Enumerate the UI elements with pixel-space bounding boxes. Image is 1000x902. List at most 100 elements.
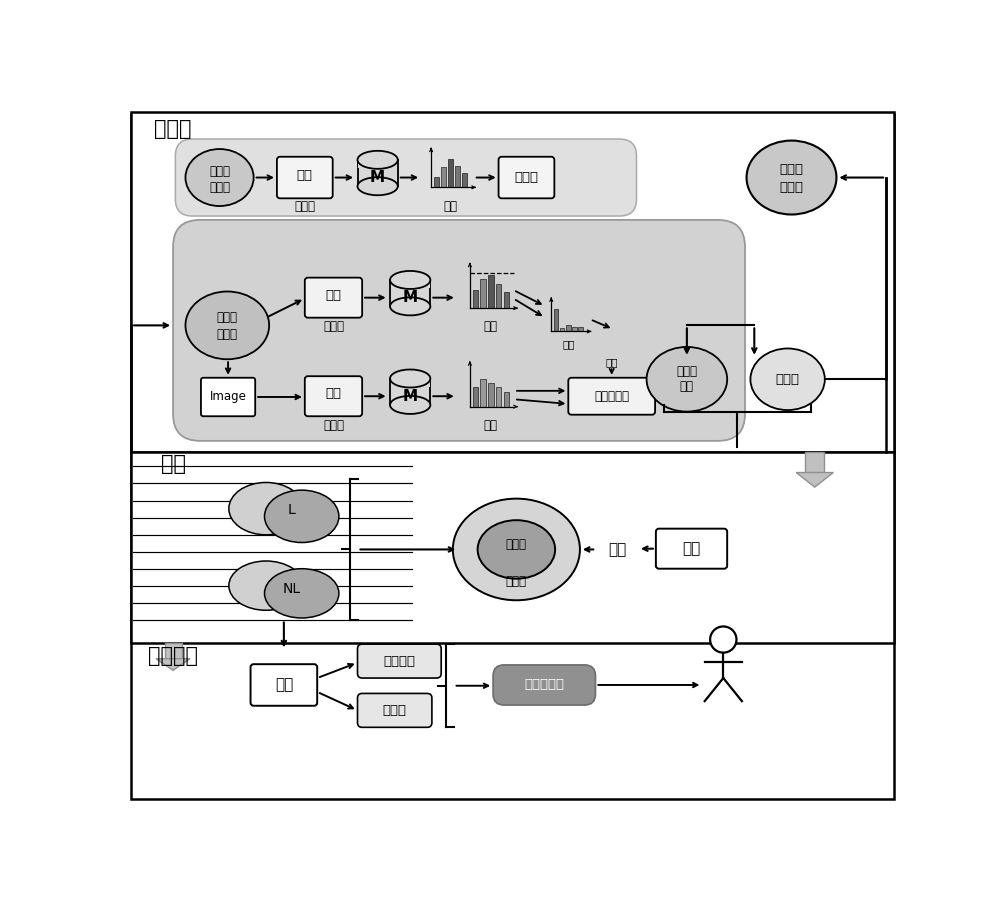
Text: 聚类: 聚类 bbox=[608, 542, 626, 557]
Ellipse shape bbox=[185, 291, 269, 359]
Bar bbox=[131, 112, 894, 453]
Bar bbox=[358, 160, 398, 186]
Bar bbox=[566, 326, 571, 331]
Bar bbox=[358, 160, 397, 168]
Bar bbox=[391, 379, 430, 387]
Ellipse shape bbox=[264, 568, 339, 618]
Bar bbox=[488, 382, 494, 407]
Text: 一致性正则: 一致性正则 bbox=[594, 390, 629, 402]
FancyBboxPatch shape bbox=[656, 529, 727, 568]
Bar bbox=[390, 280, 430, 307]
Text: NL: NL bbox=[283, 582, 301, 595]
FancyBboxPatch shape bbox=[568, 378, 655, 415]
FancyBboxPatch shape bbox=[493, 665, 595, 705]
Ellipse shape bbox=[453, 499, 580, 600]
Text: 预测: 预测 bbox=[444, 200, 458, 213]
Bar bbox=[441, 167, 446, 188]
Bar bbox=[448, 159, 453, 188]
FancyBboxPatch shape bbox=[358, 694, 432, 727]
Bar bbox=[504, 292, 509, 308]
Polygon shape bbox=[796, 473, 833, 487]
Bar bbox=[805, 453, 824, 473]
Bar bbox=[455, 166, 460, 188]
Bar bbox=[165, 642, 182, 658]
Text: L: L bbox=[288, 503, 296, 517]
FancyBboxPatch shape bbox=[277, 157, 333, 198]
Bar bbox=[473, 387, 478, 407]
Text: 已标注: 已标注 bbox=[780, 163, 804, 176]
Text: 预测: 预测 bbox=[605, 357, 618, 367]
Text: 聚类: 聚类 bbox=[161, 454, 186, 474]
FancyBboxPatch shape bbox=[175, 139, 637, 216]
Bar bbox=[390, 379, 430, 405]
Text: 主动学习: 主动学习 bbox=[148, 647, 198, 667]
Bar bbox=[554, 309, 558, 331]
Text: 预测: 预测 bbox=[484, 419, 498, 432]
Text: 已标注: 已标注 bbox=[209, 165, 230, 178]
Ellipse shape bbox=[264, 490, 339, 542]
Text: 预测: 预测 bbox=[484, 320, 498, 334]
Text: 内区域: 内区域 bbox=[506, 538, 527, 551]
Text: 外区域: 外区域 bbox=[506, 575, 527, 587]
Bar bbox=[131, 453, 894, 642]
FancyBboxPatch shape bbox=[499, 157, 554, 198]
Text: 数据: 数据 bbox=[680, 381, 694, 393]
Bar bbox=[480, 380, 486, 407]
Text: 图片: 图片 bbox=[297, 169, 313, 181]
FancyBboxPatch shape bbox=[251, 664, 317, 705]
Ellipse shape bbox=[390, 370, 430, 388]
Text: 数据池: 数据池 bbox=[209, 181, 230, 194]
Ellipse shape bbox=[229, 483, 303, 535]
Bar bbox=[496, 387, 501, 407]
FancyBboxPatch shape bbox=[358, 644, 441, 678]
Bar bbox=[462, 173, 467, 188]
Bar bbox=[473, 290, 478, 308]
Text: 未标注: 未标注 bbox=[217, 311, 238, 324]
Text: 数据池: 数据池 bbox=[780, 181, 804, 194]
Text: 伪标签: 伪标签 bbox=[514, 171, 538, 184]
Ellipse shape bbox=[478, 520, 555, 579]
Bar bbox=[578, 327, 583, 331]
Bar bbox=[572, 327, 577, 331]
Text: 无标签: 无标签 bbox=[676, 365, 697, 378]
Ellipse shape bbox=[185, 149, 254, 206]
Text: M: M bbox=[403, 389, 418, 404]
Bar bbox=[496, 284, 501, 308]
Text: 弱增强: 弱增强 bbox=[323, 320, 344, 334]
Ellipse shape bbox=[390, 271, 430, 289]
Text: 图片: 图片 bbox=[682, 541, 701, 557]
FancyBboxPatch shape bbox=[305, 278, 362, 318]
Text: 不确定性: 不确定性 bbox=[383, 655, 415, 667]
Bar bbox=[391, 280, 430, 289]
Text: 图片: 图片 bbox=[325, 289, 341, 302]
Bar bbox=[480, 279, 486, 308]
Text: 多样性: 多样性 bbox=[383, 704, 407, 717]
Text: 弱增强: 弱增强 bbox=[294, 200, 315, 213]
Text: Image: Image bbox=[210, 391, 247, 403]
Polygon shape bbox=[156, 658, 190, 670]
Bar bbox=[488, 275, 494, 308]
Text: 有价值样本: 有价值样本 bbox=[524, 678, 564, 692]
Text: 图片: 图片 bbox=[325, 388, 341, 400]
Ellipse shape bbox=[647, 347, 727, 411]
FancyBboxPatch shape bbox=[305, 376, 362, 416]
Text: 伪标签: 伪标签 bbox=[776, 373, 800, 386]
Ellipse shape bbox=[750, 348, 825, 410]
Ellipse shape bbox=[390, 396, 430, 414]
FancyBboxPatch shape bbox=[201, 378, 255, 416]
Bar bbox=[560, 327, 564, 331]
Text: 强增强: 强增强 bbox=[323, 419, 344, 432]
Text: 半监督: 半监督 bbox=[154, 119, 192, 139]
Ellipse shape bbox=[747, 141, 836, 215]
Ellipse shape bbox=[358, 177, 398, 195]
FancyBboxPatch shape bbox=[173, 220, 745, 441]
Ellipse shape bbox=[390, 298, 430, 316]
Ellipse shape bbox=[229, 561, 303, 611]
Text: 预测: 预测 bbox=[562, 340, 575, 350]
Text: M: M bbox=[370, 170, 385, 185]
Text: 数据池: 数据池 bbox=[217, 328, 238, 341]
Circle shape bbox=[710, 627, 736, 653]
Text: M: M bbox=[403, 290, 418, 305]
Ellipse shape bbox=[358, 151, 398, 169]
Bar bbox=[434, 178, 439, 188]
